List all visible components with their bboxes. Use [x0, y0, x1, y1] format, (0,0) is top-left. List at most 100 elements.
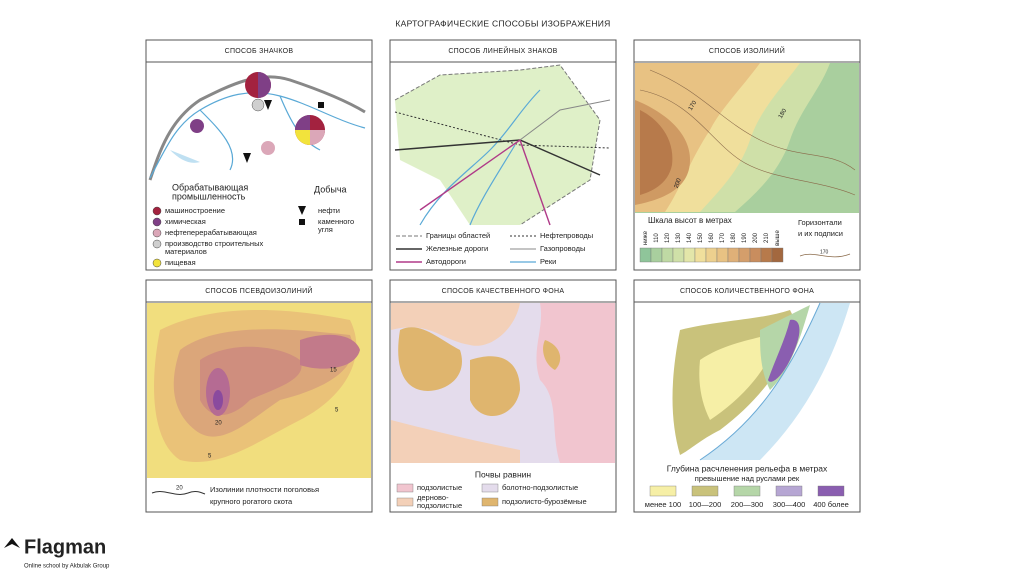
legend-label: крупного рогатого скота [210, 497, 293, 506]
scale-swatch [683, 247, 696, 263]
legend-swatch [152, 228, 162, 238]
legend-label: Горизонтали [798, 218, 842, 227]
legend-label: Автодороги [426, 257, 466, 266]
map-label: 180 [778, 108, 789, 120]
legend-label: машиностроение [165, 206, 225, 215]
legend-label: болотно-подзолистые [502, 483, 578, 492]
logo-name: Flagman [24, 536, 106, 558]
linear-map [394, 64, 611, 226]
legend-swatch [152, 206, 162, 216]
scale-label: выше [775, 230, 781, 246]
legend-swatch [298, 206, 306, 215]
scale-label: 160 [709, 232, 715, 243]
legend-heading: Почвы равнин [475, 469, 531, 479]
legend-label: каменного [318, 217, 354, 226]
panel-title: СПОСОБ КОЛИЧЕСТВЕННОГО ФОНА [680, 288, 814, 295]
legend-label: 400 более [813, 500, 849, 509]
legend-swatch [733, 485, 761, 497]
legend-swatch [775, 485, 803, 497]
legend-swatch [481, 483, 499, 493]
scale-label: ниже [643, 230, 649, 245]
legend-label: пищевая [165, 258, 196, 267]
scale-swatch [661, 247, 674, 263]
quantity-map [635, 302, 859, 461]
legend-label: угля [318, 225, 333, 234]
scale-swatch [650, 247, 663, 263]
panel-title: СПОСОБ ИЗОЛИНИЙ [709, 46, 785, 55]
legend-label: подзолисто-бурозёмные [502, 497, 587, 506]
scale-swatch [738, 247, 751, 263]
scale-label: 150 [698, 232, 704, 243]
logo-tagline: Online school by Akbulak Group [24, 564, 110, 570]
map-label: 170 [688, 100, 699, 112]
legend-heading: Глубина расчленения рельефа в метрах [667, 463, 828, 473]
legend-label: 20 [176, 486, 183, 492]
scale-swatch [716, 247, 729, 263]
legend-label: нефти [318, 206, 340, 215]
scale-swatch [639, 247, 652, 263]
legend-label: дерново- [417, 493, 449, 502]
scale-label: 120 [665, 232, 671, 243]
scale-label: 130 [676, 232, 682, 243]
legend-label: 200—300 [731, 500, 764, 509]
panel-title: СПОСОБ КАЧЕСТВЕННОГО ФОНА [442, 288, 565, 295]
legend-label: Реки [540, 257, 556, 266]
legend-label: материалов [165, 247, 207, 256]
legend-label: и их подписи [798, 229, 843, 238]
legend-heading: Шкала высот в метрах [648, 216, 732, 225]
legend-label: менее 100 [645, 500, 681, 509]
legend-heading: промышленность [172, 191, 246, 201]
quality-map [391, 303, 615, 463]
legend-swatch [152, 217, 162, 227]
legend-label: Железные дороги [426, 244, 488, 253]
signs-map [148, 72, 366, 181]
map-label: 20 [215, 421, 222, 427]
legend-label: производство строительных [165, 239, 263, 248]
scale-swatch [760, 247, 773, 263]
legend-label: 170 [820, 249, 829, 255]
legend-heading: Обрабатывающая [172, 182, 248, 192]
isolines-map [635, 63, 859, 213]
scale-label: 210 [764, 232, 770, 243]
logo: Flagman Online school by Akbulak Group [4, 536, 110, 570]
legend-label: превышение над руслами рек [695, 474, 800, 483]
scale-label: 190 [742, 232, 748, 243]
legend-swatch [817, 485, 845, 497]
legend-swatch [396, 497, 414, 507]
legend-label: нефтеперерабатывающая [165, 228, 257, 237]
panel-title: СПОСОБ ЗНАЧКОВ [225, 48, 294, 55]
legend-label: Изолинии плотности поголовья [210, 485, 319, 494]
legend-swatch [152, 239, 162, 249]
legend-label: химическая [165, 217, 206, 226]
legend-swatch [481, 497, 499, 507]
legend-label: подзолистые [417, 483, 462, 492]
legend-swatch [691, 485, 719, 497]
pseudo-map [147, 303, 371, 495]
legend-swatch [649, 485, 677, 497]
panel-title: СПОСОБ ЛИНЕЙНЫХ ЗНАКОВ [448, 46, 557, 55]
scale-swatch [749, 247, 762, 263]
legend-label: Газопроводы [540, 244, 585, 253]
map-label: 5 [335, 408, 339, 414]
legend-swatch [152, 258, 162, 268]
scale-label: 200 [753, 232, 759, 243]
scale-label: 170 [720, 232, 726, 243]
legend-swatch [299, 219, 305, 225]
scale-label: 140 [687, 232, 693, 243]
scale-swatch [694, 247, 707, 263]
legend-label: Границы областей [426, 231, 490, 240]
legend-heading: Добыча [314, 184, 347, 194]
map-label: 15 [330, 368, 337, 374]
legend-label: 300—400 [773, 500, 806, 509]
legend-line [799, 253, 851, 258]
legend-label: Нефтепроводы [540, 231, 593, 240]
panel-title: СПОСОБ ПСЕВДОИЗОЛИНИЙ [205, 286, 312, 295]
map-label: 200 [674, 177, 683, 189]
slide-title: КАРТОГРАФИЧЕСКИЕ СПОСОБЫ ИЗОБРАЖЕНИЯ [395, 18, 610, 28]
map-label: 5 [208, 454, 212, 460]
scale-swatch [727, 247, 740, 263]
scale-swatch [705, 247, 718, 263]
legend-label: 100—200 [689, 500, 722, 509]
legend-label: подзолистые [417, 501, 462, 510]
